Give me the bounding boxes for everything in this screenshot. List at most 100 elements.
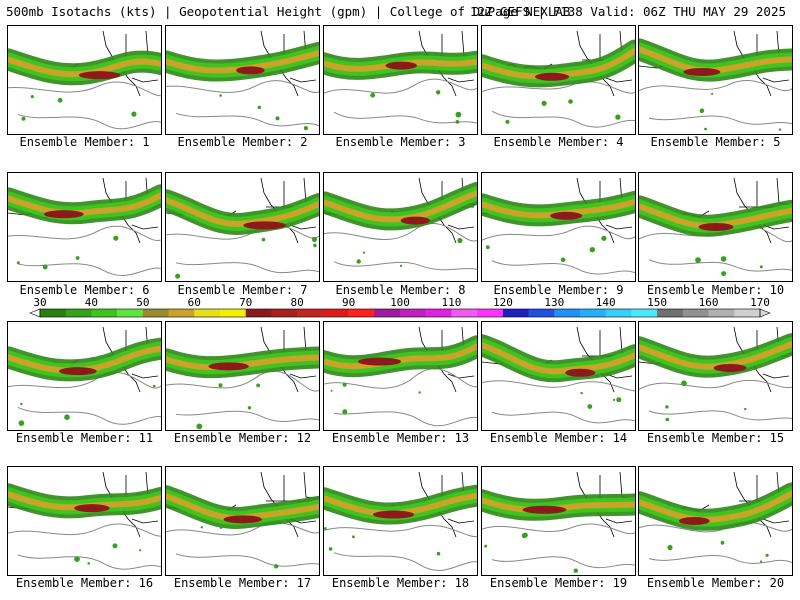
member-caption: Ensemble Member: 8 — [335, 283, 466, 297]
isotach-blob — [457, 237, 463, 244]
isotach-blob — [219, 94, 222, 97]
height-contour — [166, 522, 319, 536]
ensemble-panel-4 — [481, 25, 636, 135]
colorbar-swatch — [425, 309, 452, 317]
isotach-blob — [112, 543, 118, 549]
height-contour — [482, 225, 635, 241]
height-contour — [333, 261, 477, 271]
colorbar-tick-label: 60 — [188, 296, 201, 309]
isotach-blob — [57, 97, 63, 103]
jet-stream-map — [639, 326, 792, 422]
height-contour — [648, 115, 792, 125]
ensemble-panel-12 — [165, 321, 320, 431]
colorbar-tick-label: 130 — [544, 296, 564, 309]
height-contour — [333, 411, 477, 427]
height-contour — [175, 553, 319, 567]
isotach-blob — [275, 116, 280, 121]
member-caption: Ensemble Member: 14 — [489, 431, 628, 445]
isotach-blob — [455, 111, 462, 118]
isotach-blob — [436, 90, 441, 95]
jet-max-core — [678, 516, 710, 525]
isotach-blob — [560, 257, 566, 263]
isotach-band-70kt — [639, 46, 792, 74]
member-caption: Ensemble Member: 13 — [331, 431, 470, 445]
isotach-blob — [580, 391, 583, 395]
isotach-blob — [303, 126, 308, 131]
isotach-colorbar: 30 40 50 60 70 80 90 100 110 120 130 140 150 160 170 — [29, 296, 771, 318]
height-contour — [324, 78, 477, 94]
colorbar-tick-label: 50 — [136, 296, 149, 309]
colorbar-swatch — [502, 309, 529, 317]
isotach-blob — [720, 540, 725, 545]
isotach-band-70kt — [324, 343, 477, 370]
colorbar-swatch — [400, 309, 427, 317]
isotach-blob — [616, 397, 622, 403]
jet-max-core — [698, 222, 734, 231]
isotach-blob — [778, 128, 782, 131]
jet-max-core — [400, 216, 431, 225]
isotach-blob — [589, 247, 595, 253]
isotach-blob — [311, 236, 317, 242]
colorbar-tick-label: 120 — [493, 296, 513, 309]
isotach-blob — [75, 256, 80, 260]
colorbar-swatch — [142, 309, 169, 317]
colorbar-swatch — [297, 309, 324, 317]
isotach-blob — [568, 99, 573, 104]
isotach-blob — [30, 95, 34, 99]
colorbar-swatch — [451, 309, 478, 317]
ensemble-panel-13 — [323, 321, 478, 431]
isotach-blob — [681, 380, 687, 387]
height-contour — [175, 262, 319, 274]
jet-stream-map — [166, 326, 319, 430]
colorbar-outline — [39, 308, 761, 318]
isotach-blob — [759, 560, 763, 563]
isotach-blob — [699, 108, 705, 114]
isotach-band-70kt — [482, 342, 635, 375]
height-contour — [491, 110, 635, 128]
height-contour — [166, 80, 319, 93]
member-caption: Ensemble Member: 6 — [19, 283, 150, 297]
colorbar-swatch — [477, 309, 504, 317]
member-caption: Ensemble Member: 9 — [493, 283, 624, 297]
isotach-blob — [587, 404, 593, 409]
colorbar-swatch — [117, 309, 144, 317]
isotach-blob — [721, 271, 727, 277]
isotach-blob — [330, 389, 333, 392]
colorbar-tick-label: 100 — [390, 296, 410, 309]
height-contour — [8, 225, 161, 242]
ensemble-panel-19 — [481, 466, 636, 576]
ensemble-panel-20 — [638, 466, 793, 576]
isotach-band-50kt — [324, 186, 477, 227]
member-caption: Ensemble Member: 17 — [173, 576, 312, 590]
isotach-blob — [18, 420, 25, 426]
height-contour — [333, 552, 477, 571]
isotach-blob — [21, 116, 26, 121]
run-valid-time: 12Z GEFS | F138 Valid: 06Z THU MAY 29 20… — [469, 4, 786, 19]
isotach-blob — [744, 407, 747, 411]
jet-max-core — [522, 505, 567, 514]
jet-max-core — [385, 61, 417, 70]
isotach-blob — [352, 535, 355, 539]
isotach-blob — [455, 120, 460, 124]
colorbar-swatch — [91, 309, 118, 317]
isotach-blob — [601, 235, 607, 241]
colorbar-tick-label: 170 — [750, 296, 770, 309]
colorbar-left-arrow — [29, 308, 41, 318]
ensemble-panel-8 — [323, 172, 478, 282]
isotach-blob — [342, 409, 348, 415]
height-contour — [175, 112, 319, 127]
ensemble-panel-3 — [323, 25, 478, 135]
ensemble-panel-14 — [481, 321, 636, 431]
height-contour — [648, 259, 792, 272]
colorbar-swatch — [554, 309, 581, 317]
colorbar-swatch — [220, 309, 247, 317]
isotach-blob — [665, 405, 669, 409]
ensemble-panel-17 — [165, 466, 320, 576]
height-contour — [648, 410, 792, 421]
isotach-blob — [612, 398, 616, 401]
member-caption: Ensemble Member: 5 — [650, 135, 781, 149]
member-caption: Ensemble Member: 7 — [177, 283, 308, 297]
colorbar-swatch — [348, 309, 375, 317]
isotach-blob — [370, 92, 376, 98]
colorbar-swatch — [605, 309, 632, 317]
